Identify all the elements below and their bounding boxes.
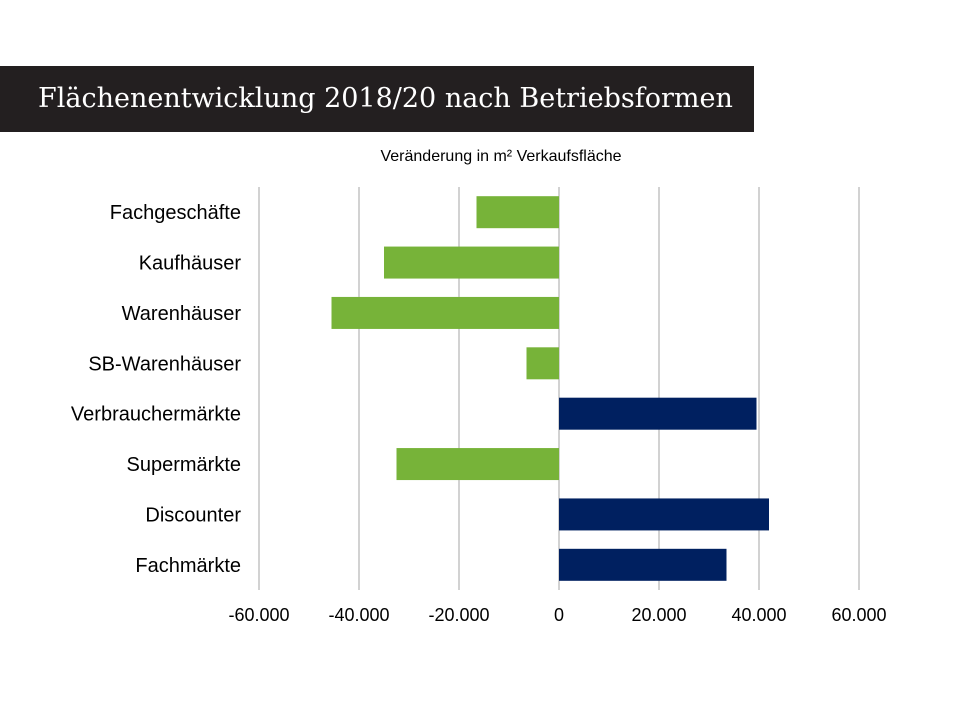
category-label-sb-warenh-user: SB-Warenhäuser [88,353,241,375]
bar-warenh-user [331,296,559,329]
category-label-kaufh-user: Kaufhäuser [139,253,242,275]
x-tick-label-3: 0 [554,605,564,625]
x-tick-label-1: -40.000 [328,605,389,625]
category-label-fachm-rkte: Fachmärkte [135,555,241,577]
category-label-verbraucherm-rkte: Verbrauchermärkte [71,404,241,426]
bar-superm-rkte [396,448,559,481]
chart-subtitle: Veränderung in m² Verkaufsfläche [380,148,622,165]
bar-fachm-rkte [559,548,727,581]
bar-fachgesch-fte [476,196,559,229]
category-label-superm-rkte: Supermärkte [127,454,242,476]
bar-discounter [559,498,769,531]
title-bar: Flächenentwicklung 2018/20 nach Betriebs… [0,66,754,132]
category-label-warenh-user: Warenhäuser [122,303,242,325]
bar-sb-warenh-user [526,347,559,380]
bar-verbraucherm-rkte [559,397,757,430]
category-labels: Fachgeschäfte Kaufhäuser Warenhäuser SB-War… [71,202,241,577]
category-label-discounter: Discounter [145,504,241,526]
x-tick-label-6: 60.000 [831,605,886,625]
x-tick-label-5: 40.000 [731,605,786,625]
category-label-fachgesch-fte: Fachgeschäfte [110,202,241,224]
x-tick-label-4: 20.000 [631,605,686,625]
bar-kaufh-user [384,246,559,279]
x-tick-label-0: -60.000 [228,605,289,625]
x-tick-labels: -60.000 -40.000 -20.000 0 20.000 40.000 60.000 [228,605,886,625]
x-tick-label-2: -20.000 [428,605,489,625]
bars [331,196,769,581]
chart-title: Flächenentwicklung 2018/20 nach Betriebs… [38,83,733,114]
